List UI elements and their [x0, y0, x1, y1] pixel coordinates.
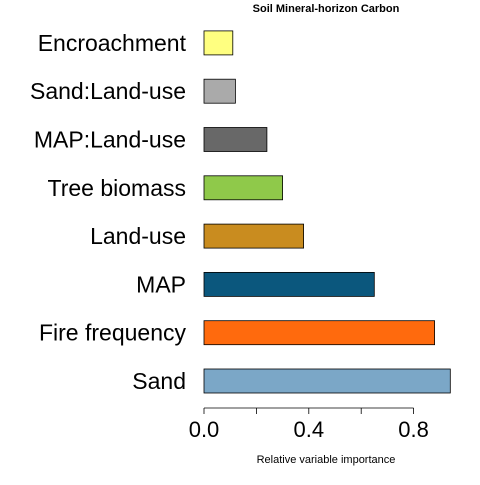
bar-map-land-use: [203, 127, 268, 152]
category-label-encroachment: Encroachment: [38, 30, 187, 56]
bar-land-use: [203, 223, 304, 249]
bar-map: [203, 271, 375, 297]
category-label-map: MAP: [136, 271, 186, 297]
bar-sand-land-use: [203, 78, 236, 104]
bar-tree-biomass: [203, 175, 283, 201]
category-label-sand-land-use: Sand:Land-use: [30, 78, 186, 104]
category-label-sand: Sand: [132, 368, 186, 394]
category-label-land-use: Land-use: [90, 223, 186, 249]
bar-fire-frequency: [203, 320, 436, 346]
category-label-map-land-use: MAP:Land-use: [34, 127, 186, 153]
category-labels: Sand Fire frequency MAP Land-use Tree biomas…: [30, 30, 187, 394]
bars-group: [203, 30, 451, 394]
chart-title: Soil Mineral-horizon Carbon: [253, 3, 400, 15]
x-tick-label: 0.4: [294, 417, 325, 442]
category-label-fire-frequency: Fire frequency: [39, 320, 187, 346]
x-axis: 0.0 0.4 0.8: [189, 407, 429, 442]
x-axis-label: Relative variable importance: [257, 454, 396, 466]
category-label-tree-biomass: Tree biomass: [48, 175, 186, 201]
bar-sand: [203, 368, 451, 394]
x-tick-label: 0.8: [398, 417, 429, 442]
bar-encroachment: [203, 30, 234, 56]
x-tick-label: 0.0: [189, 417, 220, 442]
